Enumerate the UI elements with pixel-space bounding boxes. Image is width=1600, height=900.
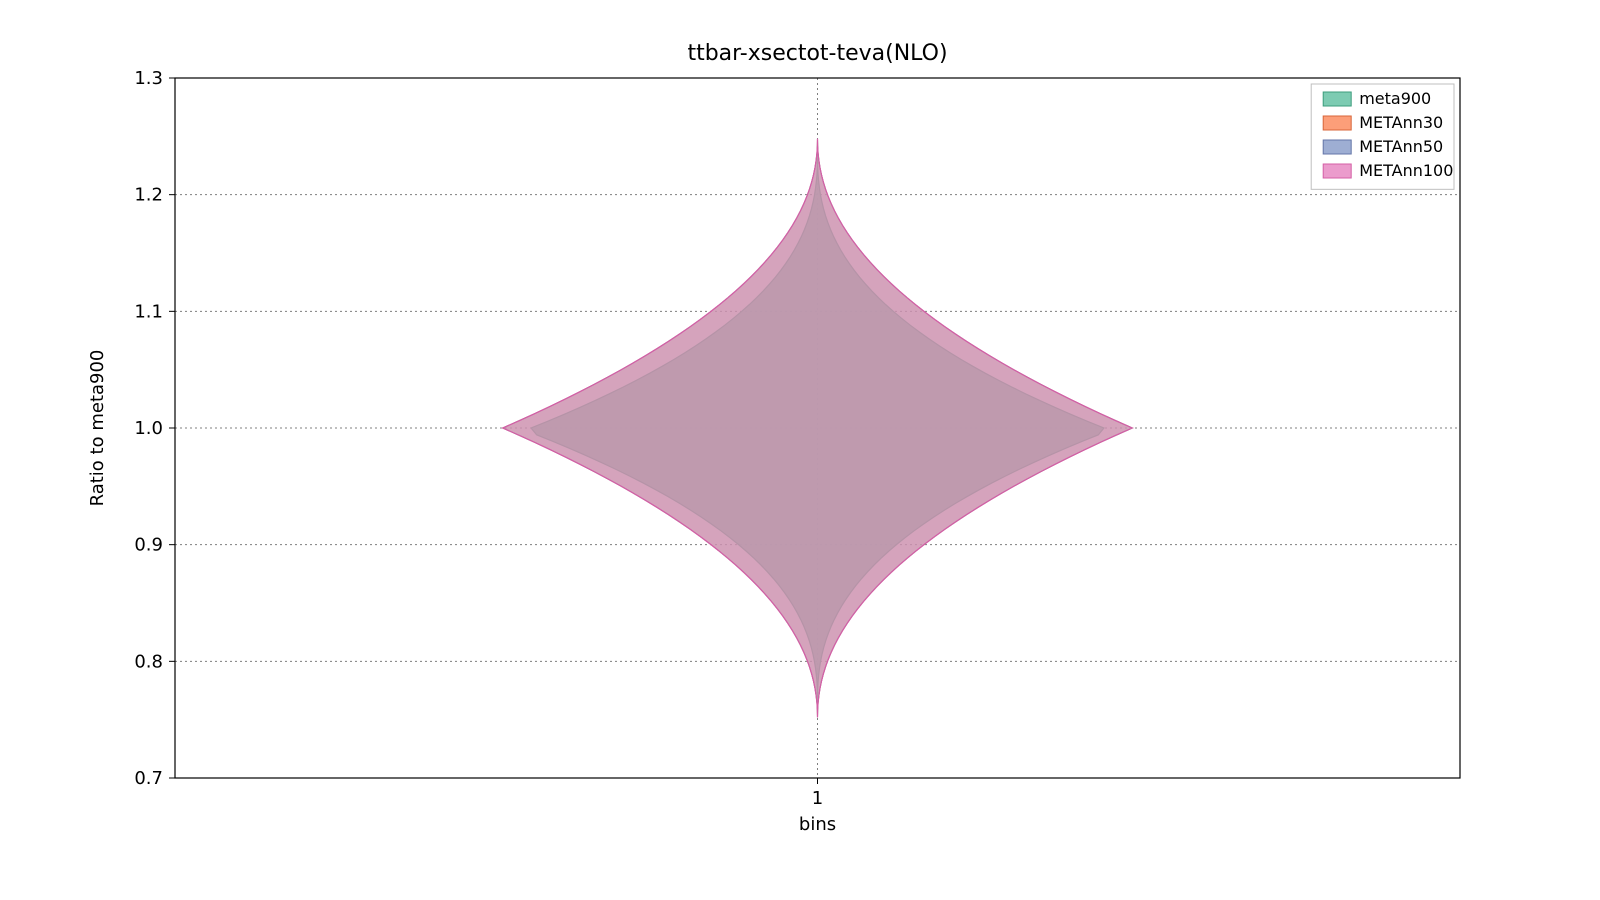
- xtick-label: 1: [812, 788, 823, 809]
- ytick-label: 1.2: [134, 185, 163, 206]
- legend-swatch: [1323, 92, 1351, 106]
- legend-label: METAnn100: [1359, 161, 1453, 180]
- legend-swatch: [1323, 116, 1351, 130]
- legend-label: METAnn30: [1359, 113, 1443, 132]
- violin-METAnn100: [503, 139, 1133, 718]
- ytick-label: 0.8: [134, 651, 163, 672]
- legend-label: meta900: [1359, 89, 1431, 108]
- chart-container: 0.7 0.8 0.9 1.0 1.1 1.2 1.3 1 bins Ratio to meta9…: [0, 0, 1600, 900]
- legend-swatch: [1323, 140, 1351, 154]
- ytick-label: 1.0: [134, 418, 163, 439]
- ytick-label: 1.1: [134, 301, 163, 322]
- ytick-label: 0.9: [134, 535, 163, 556]
- ytick-label: 0.7: [134, 768, 163, 789]
- legend-label: METAnn50: [1359, 137, 1443, 156]
- y-axis-label: Ratio to meta900: [87, 350, 108, 507]
- x-axis-label: bins: [799, 814, 836, 835]
- violin-chart: 0.7 0.8 0.9 1.0 1.1 1.2 1.3 1 bins Ratio to meta9…: [0, 0, 1600, 900]
- legend-swatch: [1323, 164, 1351, 178]
- ytick-label: 1.3: [134, 68, 163, 89]
- chart-title: ttbar-xsectot-teva(NLO): [687, 41, 947, 66]
